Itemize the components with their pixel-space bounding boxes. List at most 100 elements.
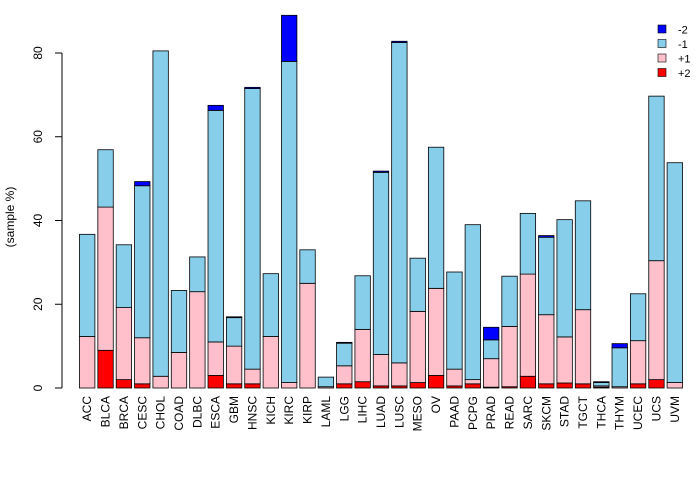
bar-segment — [446, 271, 463, 370]
bar-segment — [354, 328, 371, 383]
bar-segment — [134, 185, 151, 339]
bar-segment — [538, 383, 555, 389]
y-tick-label: 40 — [31, 214, 45, 228]
bar-segment — [225, 345, 243, 385]
bar-segment — [336, 342, 353, 367]
x-tick-label: LAML — [319, 396, 333, 428]
bar-segment — [79, 233, 96, 337]
bar-segment — [262, 273, 279, 337]
bar-segment — [134, 383, 151, 389]
bar-segment — [666, 382, 683, 389]
bar-segment — [538, 236, 555, 316]
x-tick-label: LIHC — [356, 396, 370, 424]
bar-segment — [409, 310, 426, 383]
bar-segment — [225, 383, 243, 389]
legend-label: +2 — [678, 68, 691, 80]
bar-segment — [629, 383, 647, 389]
bar-stack-thym — [611, 343, 628, 389]
x-tick-label: HNSC — [245, 396, 259, 430]
bar-segment — [281, 382, 298, 389]
x-tick-label: BLCA — [99, 396, 113, 427]
bar-segment — [134, 181, 151, 187]
bar-segment — [225, 316, 243, 319]
bar-segment — [556, 336, 573, 384]
bar-segment — [244, 383, 261, 389]
x-tick-label: GBM — [227, 396, 241, 423]
bar-segment — [574, 383, 592, 389]
bar-segment — [97, 149, 114, 208]
bar-stack-kich — [262, 273, 279, 389]
bar-segment — [170, 352, 188, 389]
bar-segment — [354, 381, 371, 389]
bar-segment — [483, 326, 500, 341]
bar-segment — [134, 337, 151, 385]
x-tick-label: KIRC — [282, 396, 296, 425]
bar-segment — [336, 365, 353, 385]
bar-segment — [372, 171, 390, 355]
legend: -2 -1 +1 +2 — [657, 25, 691, 80]
x-tick-label: SARC — [521, 396, 535, 430]
bar-segment — [464, 224, 481, 381]
bar-stack-lihc — [354, 275, 371, 389]
bar-segment — [409, 257, 426, 312]
x-tick-label: TGCT — [576, 395, 590, 428]
bar-segment — [519, 273, 537, 377]
bar-segment — [409, 382, 426, 389]
bar-segment — [244, 86, 261, 89]
bar-segment — [170, 290, 188, 353]
bar-segment — [207, 375, 224, 389]
bar-segment — [115, 244, 133, 309]
bar-segment — [152, 50, 169, 377]
x-tick-label: ACC — [80, 396, 94, 422]
bar-segment — [391, 40, 408, 43]
x-tick-label: READ — [503, 396, 517, 430]
legend-label: -2 — [678, 25, 688, 37]
bar-segment — [501, 275, 518, 327]
x-tick-label: THYM — [613, 396, 627, 430]
bar-segment — [207, 109, 224, 343]
bar-segment — [611, 347, 628, 388]
bar-segment — [538, 314, 555, 385]
bar-stack-uvm — [666, 162, 683, 389]
bar-segment — [317, 376, 335, 388]
x-tick-label: DLBC — [190, 396, 204, 428]
y-tick-label: 0 — [31, 384, 45, 391]
bar-stack-coad — [170, 290, 188, 389]
bar-stack-cesc — [134, 181, 151, 389]
bar-segment — [574, 200, 592, 311]
legend-swatch — [657, 39, 667, 48]
bar-segment — [391, 362, 408, 387]
bars — [79, 14, 683, 389]
bar-stack-lusc — [391, 40, 408, 389]
bar-stack-blca — [97, 149, 114, 389]
bar-segment — [648, 379, 665, 389]
bar-stack-paad — [446, 271, 463, 389]
bar-stack-thca — [593, 381, 610, 389]
bar-segment — [501, 326, 518, 388]
bar-segment — [391, 42, 408, 364]
x-tick-label: CHOL — [154, 396, 168, 430]
bar-stack-kirp — [299, 249, 316, 389]
x-tick-label: UCEC — [631, 396, 645, 430]
bar-segment — [556, 219, 573, 338]
bar-stack-kirc — [281, 14, 298, 389]
bar-segment — [299, 249, 316, 284]
bar-segment — [648, 260, 665, 381]
bar-segment — [519, 212, 537, 275]
bar-segment — [299, 282, 316, 389]
bar-stack-ucec — [629, 293, 647, 389]
x-tick-label: UCS — [649, 396, 663, 421]
bar-stack-laml — [317, 376, 335, 389]
bar-segment — [336, 383, 353, 389]
bar-segment — [427, 146, 445, 289]
bar-segment — [464, 379, 481, 385]
bar-segment — [189, 256, 206, 293]
bar-segment — [79, 336, 96, 389]
bar-segment — [281, 60, 298, 383]
bar-stack-brca — [115, 244, 133, 389]
y-axis: 0 20 40 60 80 — [31, 46, 63, 391]
bar-segment — [152, 375, 169, 389]
x-axis-labels: ACC BLCA BRCA CESC CHOL COAD DLBC ESCA GBM HNSC KI… — [80, 395, 682, 431]
bar-segment — [593, 382, 610, 387]
